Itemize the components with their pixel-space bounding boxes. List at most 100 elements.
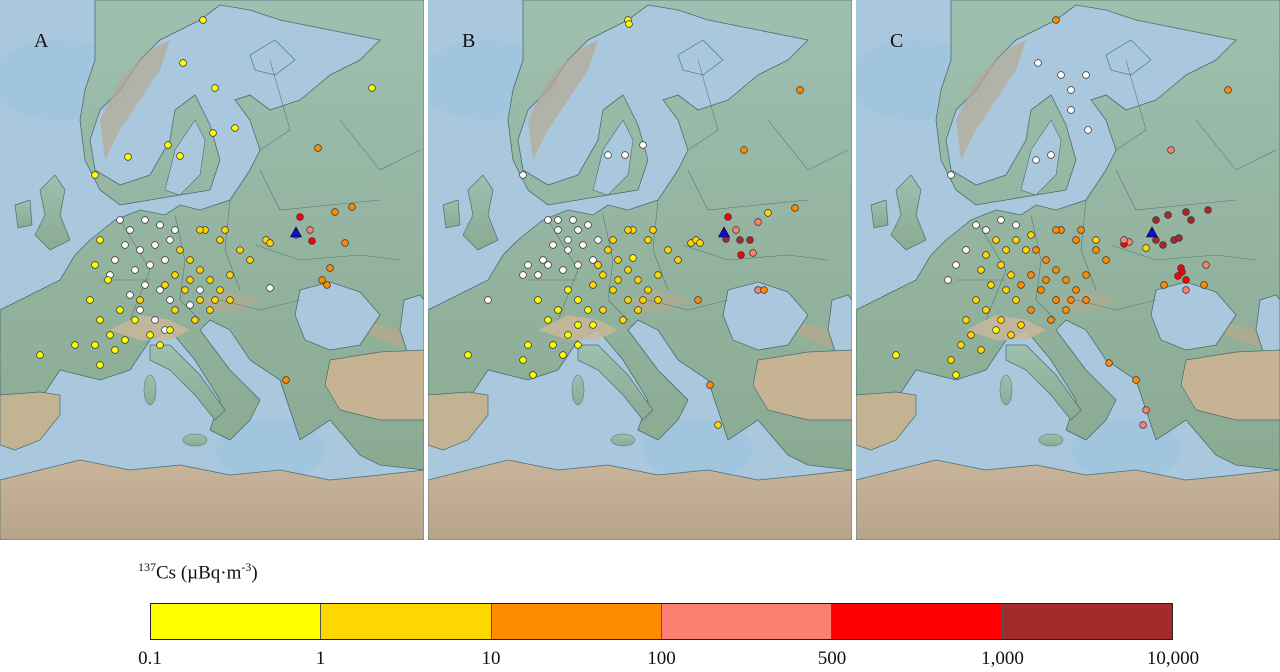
station-marker bbox=[1032, 156, 1040, 164]
station-marker bbox=[318, 276, 326, 284]
station-marker bbox=[171, 226, 179, 234]
station-marker bbox=[111, 346, 119, 354]
station-marker bbox=[126, 226, 134, 234]
station-marker bbox=[161, 281, 169, 289]
station-marker bbox=[614, 256, 622, 264]
station-marker bbox=[584, 306, 592, 314]
station-marker bbox=[246, 256, 254, 264]
station-marker bbox=[1012, 296, 1020, 304]
station-marker bbox=[892, 351, 900, 359]
station-marker bbox=[554, 226, 562, 234]
station-marker bbox=[196, 286, 204, 294]
station-marker bbox=[639, 296, 647, 304]
station-marker bbox=[348, 203, 356, 211]
station-marker bbox=[131, 316, 139, 324]
station-marker bbox=[952, 261, 960, 269]
station-marker bbox=[624, 226, 632, 234]
station-marker bbox=[216, 286, 224, 294]
station-marker bbox=[569, 216, 577, 224]
legend-swatch bbox=[321, 604, 492, 639]
station-marker bbox=[584, 221, 592, 229]
station-marker bbox=[1052, 296, 1060, 304]
station-marker bbox=[1102, 256, 1110, 264]
station-marker bbox=[236, 246, 244, 254]
station-marker bbox=[519, 356, 527, 364]
station-marker bbox=[1017, 321, 1025, 329]
station-marker bbox=[156, 221, 164, 229]
station-marker bbox=[314, 144, 322, 152]
station-marker bbox=[1139, 421, 1147, 429]
station-marker bbox=[544, 316, 552, 324]
station-marker bbox=[614, 276, 622, 284]
station-marker bbox=[962, 316, 970, 324]
station-marker bbox=[86, 296, 94, 304]
source-triangle-icon bbox=[289, 226, 303, 238]
source-triangle-icon bbox=[717, 226, 731, 238]
station-marker bbox=[1002, 286, 1010, 294]
legend-unit-close: ) bbox=[251, 562, 258, 584]
station-marker bbox=[1037, 286, 1045, 294]
station-marker bbox=[649, 226, 657, 234]
station-marker bbox=[594, 261, 602, 269]
station-marker bbox=[1224, 86, 1232, 94]
station-marker bbox=[156, 341, 164, 349]
station-marker bbox=[694, 296, 702, 304]
panel-label-c: C bbox=[890, 30, 904, 52]
station-marker bbox=[136, 296, 144, 304]
station-marker bbox=[1082, 71, 1090, 79]
station-marker bbox=[282, 376, 290, 384]
station-marker bbox=[1182, 286, 1190, 294]
station-marker bbox=[1175, 234, 1183, 242]
station-marker bbox=[209, 129, 217, 137]
station-marker bbox=[131, 266, 139, 274]
station-marker bbox=[997, 316, 1005, 324]
station-marker bbox=[589, 321, 597, 329]
station-marker bbox=[574, 296, 582, 304]
station-marker bbox=[156, 286, 164, 294]
station-marker bbox=[1082, 271, 1090, 279]
station-marker bbox=[534, 296, 542, 304]
station-marker bbox=[1092, 246, 1100, 254]
station-marker bbox=[176, 246, 184, 254]
station-marker bbox=[654, 296, 662, 304]
source-marker-c bbox=[1145, 226, 1159, 238]
station-marker bbox=[740, 146, 748, 154]
station-marker bbox=[977, 266, 985, 274]
station-marker bbox=[1042, 276, 1050, 284]
station-marker bbox=[484, 296, 492, 304]
station-marker bbox=[644, 286, 652, 294]
station-marker bbox=[1084, 126, 1092, 134]
station-marker bbox=[296, 213, 304, 221]
station-marker bbox=[714, 421, 722, 429]
station-marker bbox=[196, 296, 204, 304]
station-marker bbox=[654, 271, 662, 279]
source-marker-b bbox=[717, 226, 731, 238]
station-marker bbox=[1152, 216, 1160, 224]
station-marker bbox=[982, 306, 990, 314]
station-marker bbox=[91, 341, 99, 349]
station-marker bbox=[519, 171, 527, 179]
station-marker bbox=[947, 356, 955, 364]
station-marker bbox=[121, 336, 129, 344]
station-marker bbox=[746, 236, 754, 244]
station-marker bbox=[952, 371, 960, 379]
station-marker bbox=[306, 226, 314, 234]
station-marker bbox=[116, 216, 124, 224]
station-marker bbox=[594, 236, 602, 244]
station-marker bbox=[136, 246, 144, 254]
station-marker bbox=[211, 84, 219, 92]
station-marker bbox=[639, 141, 647, 149]
station-marker bbox=[957, 341, 965, 349]
station-marker bbox=[967, 331, 975, 339]
station-marker bbox=[199, 16, 207, 24]
station-marker bbox=[1052, 226, 1060, 234]
station-marker bbox=[91, 261, 99, 269]
station-marker bbox=[1072, 286, 1080, 294]
station-marker bbox=[1062, 276, 1070, 284]
station-marker bbox=[1160, 281, 1168, 289]
station-marker bbox=[549, 341, 557, 349]
station-marker bbox=[559, 351, 567, 359]
station-marker bbox=[266, 284, 274, 292]
legend-tick-label: 10 bbox=[481, 648, 501, 669]
station-marker bbox=[1007, 331, 1015, 339]
